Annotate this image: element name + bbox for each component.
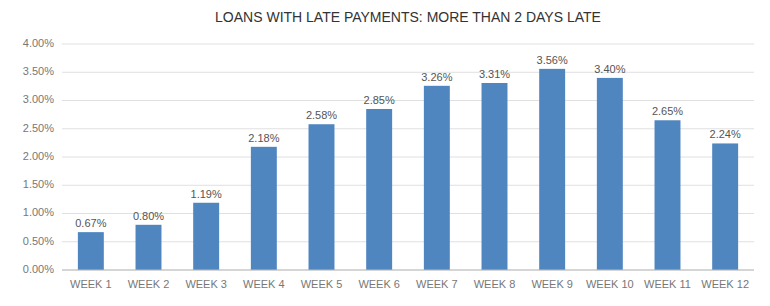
y-tick-label: 1.00% bbox=[23, 206, 54, 218]
x-tick-label: WEEK 1 bbox=[70, 278, 112, 290]
y-tick-label: 0.50% bbox=[23, 235, 54, 247]
chart: LOANS WITH LATE PAYMENTS: MORE THAN 2 DA… bbox=[0, 0, 770, 306]
grid-line bbox=[62, 72, 754, 73]
x-tick-label: WEEK 3 bbox=[185, 278, 227, 290]
data-label: 0.67% bbox=[75, 217, 106, 229]
x-tick-label: WEEK 8 bbox=[474, 278, 516, 290]
data-label: 1.19% bbox=[191, 188, 222, 200]
data-labels: 0.67% 0.80% 1.19% 2.18% 2.58% 2.85% 3.26% 3.31%… bbox=[75, 54, 741, 229]
x-axis: WEEK 1 WEEK 2 WEEK 3 WEEK 4 WEEK 5 WEEK 6 WEEK… bbox=[70, 278, 749, 290]
x-tick-label: WEEK 2 bbox=[128, 278, 170, 290]
grid-line bbox=[62, 185, 754, 186]
data-label: 3.31% bbox=[479, 68, 510, 80]
x-tick-label: WEEK 5 bbox=[301, 278, 343, 290]
x-tick-label: WEEK 11 bbox=[644, 278, 691, 290]
bar bbox=[136, 225, 162, 270]
grid-line bbox=[62, 213, 754, 214]
data-label: 2.65% bbox=[652, 105, 683, 117]
x-tick-label: WEEK 12 bbox=[701, 278, 749, 290]
y-tick-label: 2.00% bbox=[23, 150, 54, 162]
bar bbox=[309, 124, 335, 270]
x-axis-line bbox=[62, 270, 754, 271]
bar bbox=[539, 69, 565, 270]
x-tick-label: WEEK 7 bbox=[416, 278, 458, 290]
data-label: 2.58% bbox=[306, 109, 337, 121]
y-tick-label: 1.50% bbox=[23, 178, 54, 190]
grid-line bbox=[62, 44, 754, 45]
bars bbox=[78, 69, 738, 270]
bar bbox=[482, 83, 508, 270]
bar bbox=[251, 147, 277, 270]
x-tick-label: WEEK 4 bbox=[243, 278, 285, 290]
bar bbox=[424, 86, 450, 270]
data-label: 3.40% bbox=[594, 63, 625, 75]
bar bbox=[597, 78, 623, 270]
bar bbox=[655, 120, 681, 270]
y-tick-label: 4.00% bbox=[23, 37, 54, 49]
grid-line bbox=[62, 128, 754, 129]
data-label: 2.18% bbox=[248, 132, 279, 144]
data-label: 3.26% bbox=[421, 71, 452, 83]
bar bbox=[712, 143, 738, 270]
y-tick-label: 0.00% bbox=[23, 263, 54, 275]
grid-line bbox=[62, 270, 754, 271]
grid-line bbox=[62, 100, 754, 101]
x-tick-label: WEEK 9 bbox=[531, 278, 573, 290]
y-tick-label: 3.50% bbox=[23, 65, 54, 77]
data-label: 0.80% bbox=[133, 210, 164, 222]
grid-line bbox=[62, 241, 754, 242]
bar bbox=[78, 232, 104, 270]
data-label: 3.56% bbox=[537, 54, 568, 66]
grid-line bbox=[62, 157, 754, 158]
data-label: 2.85% bbox=[364, 94, 395, 106]
y-axis: 0.00% 0.50% 1.00% 1.50% 2.00% 2.50% 3.00% 3.50%… bbox=[23, 37, 754, 275]
title: LOANS WITH LATE PAYMENTS: MORE THAN 2 DA… bbox=[215, 9, 601, 25]
bar bbox=[366, 109, 392, 270]
data-label: 2.24% bbox=[710, 128, 741, 140]
x-tick-label: WEEK 10 bbox=[586, 278, 634, 290]
bar bbox=[193, 203, 219, 270]
y-tick-label: 3.00% bbox=[23, 93, 54, 105]
x-tick-label: WEEK 6 bbox=[358, 278, 400, 290]
y-tick-label: 2.50% bbox=[23, 122, 54, 134]
